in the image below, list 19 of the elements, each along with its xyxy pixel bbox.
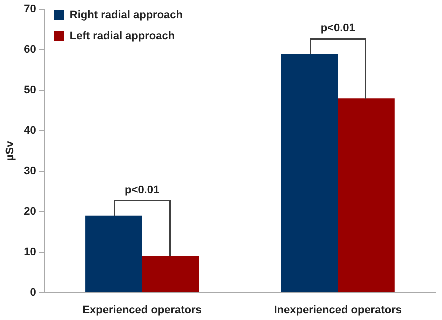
bar: [142, 256, 200, 292]
y-tick-label: 20: [24, 206, 36, 218]
y-tick-label: 40: [24, 125, 36, 138]
y-tick-label: 70: [24, 4, 36, 16]
y-tick-label: 0: [30, 286, 36, 299]
y-axis-title: µSv: [4, 140, 17, 162]
legend-label: Right radial approach: [70, 10, 184, 22]
annotation: p<0.01: [125, 184, 160, 196]
y-tick-label: 10: [24, 246, 36, 258]
y-tick-label: 50: [24, 84, 36, 97]
bar: [86, 216, 142, 292]
y-tick-label: 30: [24, 165, 36, 178]
bar: [281, 54, 338, 292]
annotation: p<0.01: [320, 22, 356, 35]
legend-label: Left radial approach: [70, 30, 176, 43]
x-tick-label: Inexperienced operators: [274, 304, 402, 316]
x-tick-label: Experienced operators: [82, 304, 202, 316]
bar: [338, 98, 395, 292]
y-tick-label: 60: [24, 44, 36, 56]
